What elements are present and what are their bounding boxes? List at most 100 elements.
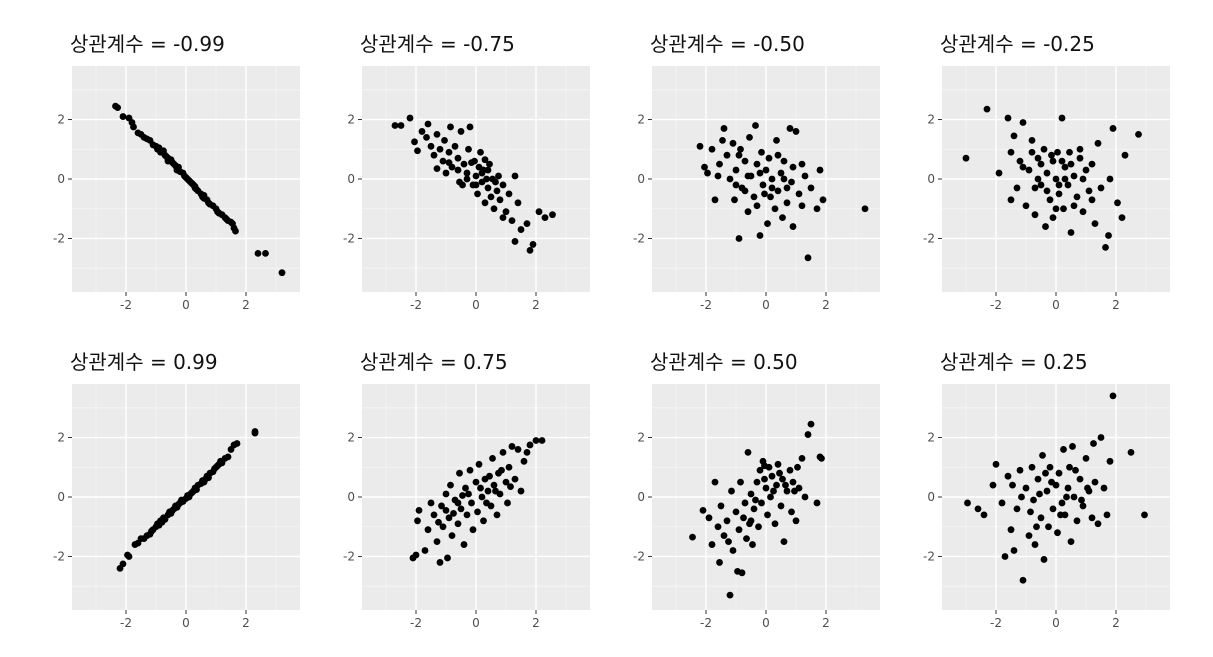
scatter-point [456,178,463,186]
scatter-point [549,211,556,219]
scatter-point [167,509,175,517]
scatter-point [792,517,800,525]
scatter-point [160,514,167,522]
scatter-point [181,172,188,180]
scatter-point [1088,514,1096,522]
scatter-point [1042,469,1049,477]
scatter-point [459,181,466,189]
scatter-point [254,249,262,257]
scatter-point [1045,523,1052,531]
scatter-point [397,122,405,129]
scatter-point [433,130,441,138]
scatter-point [708,541,716,548]
scatter-point [1073,193,1081,201]
scatter-point [146,136,154,144]
scatter-point [779,214,786,222]
scatter-point [801,172,809,180]
scatter-point [777,169,785,177]
scatter-point [762,166,770,174]
scatter-point [499,181,507,189]
scatter-point [773,136,780,144]
scatter-point [779,475,786,483]
scatter-point [819,196,827,204]
scatter-point [807,184,815,192]
scatter-point [1079,502,1087,510]
panel-title: 상관계수 = -0.25 [940,32,1095,56]
scatter-point [1079,175,1087,183]
scatter-point [983,105,991,113]
scatter-point [175,501,182,508]
scatter-point [415,506,423,514]
scatter-point [526,246,534,254]
scatter-point [424,120,432,128]
scatter-point [1070,493,1078,501]
scatter-point [538,437,546,444]
scatter-point [770,487,777,495]
scatter-point [212,205,220,213]
scatter-point [511,475,519,483]
scatter-point [758,499,765,507]
scatter-point [1016,466,1024,474]
scatter-point [176,168,184,175]
scatter-point [499,214,507,222]
scatter-point [418,128,426,135]
scatter-point [1010,547,1018,554]
scatter-point [489,175,496,183]
scatter-point [442,490,450,498]
scatter-point [1094,139,1102,147]
scatter-point [179,169,187,177]
scatter-point [720,125,728,132]
scatter-point [471,157,478,165]
y-tick-label: 0 [57,490,65,504]
scatter-point [1031,184,1039,192]
scatter-point [1049,214,1057,222]
scatter-point [436,145,444,153]
scatter-point [456,469,463,477]
scatter-point [738,184,746,192]
scatter-point [759,457,767,465]
scatter-point [112,102,119,110]
scatter-point [439,523,447,531]
scatter-point [221,454,229,462]
scatter-point [767,193,774,201]
scatter-point [468,499,475,507]
scatter-point [445,514,453,522]
x-tick-label: -2 [120,616,132,630]
scatter-point [743,535,750,543]
scatter-point [218,459,226,467]
scatter-point [753,478,761,486]
scatter-point [185,493,193,501]
scatter-point [125,114,133,122]
scatter-point [1066,148,1073,156]
scatter-point [214,462,221,470]
scatter-point [161,515,169,523]
scatter-point [719,136,726,144]
scatter-point [725,538,732,546]
scatter-point [1031,211,1039,219]
scatter-point [251,429,259,437]
scatter-point [514,446,522,453]
scatter-point [1061,163,1069,171]
scatter-point [714,172,722,180]
scatter-point [962,154,970,162]
x-tick-label: 2 [532,298,540,312]
scatter-point [1027,508,1034,516]
scatter-point [794,463,801,471]
scatter-point [481,199,489,207]
scatter-point [475,460,483,468]
scatter-point [164,154,172,162]
scatter-point [1052,205,1060,213]
scatter-point [463,511,471,519]
scatter-point [788,178,795,186]
x-tick-label: 0 [762,616,770,630]
y-tick-label: -2 [343,549,355,563]
scatter-point [1085,187,1093,195]
panel-title: 상관계수 = 0.25 [940,350,1088,374]
scatter-point [818,454,825,462]
scatter-point [206,469,214,477]
scatter-point [217,457,224,465]
scatter-point [750,193,758,201]
scatter-point [489,454,496,462]
